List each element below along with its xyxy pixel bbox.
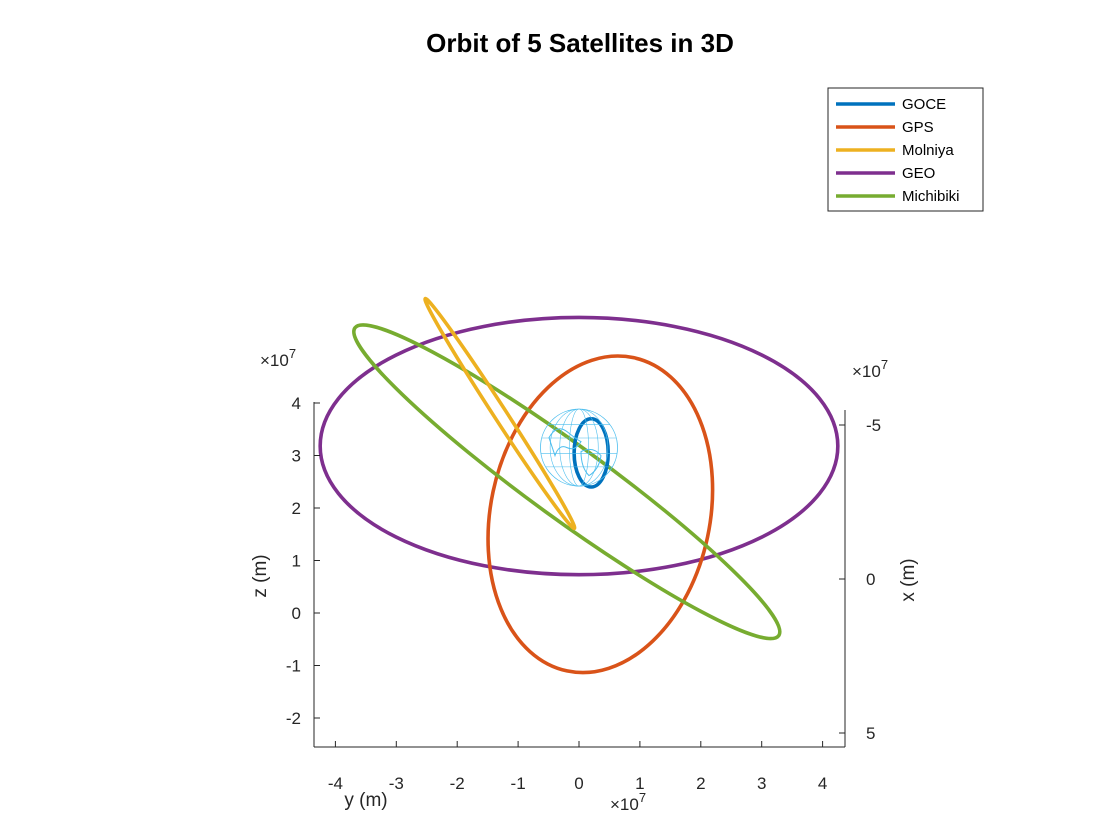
orbit-gps bbox=[486, 354, 715, 675]
x-tick-label: 0 bbox=[866, 570, 875, 589]
y-tick-label: -2 bbox=[450, 774, 465, 793]
z-tick-label: 3 bbox=[292, 447, 301, 466]
orbit-goce bbox=[572, 416, 611, 489]
y-tick-label: -1 bbox=[511, 774, 526, 793]
x-tick-label: -5 bbox=[866, 416, 881, 435]
legend-label-goce: GOCE bbox=[902, 96, 946, 113]
z-tick-label: -1 bbox=[286, 657, 301, 676]
y-tick-label: 2 bbox=[696, 774, 705, 793]
earth-continent bbox=[548, 428, 582, 458]
orbit-molniya bbox=[423, 296, 577, 531]
z-axis-label: z (m) bbox=[250, 554, 271, 597]
x-exponent-power: 7 bbox=[881, 357, 888, 372]
legend-label-gps: GPS bbox=[902, 119, 934, 136]
z-tick-label: 2 bbox=[292, 499, 301, 518]
z-tick-label: -2 bbox=[286, 709, 301, 728]
z-exponent-power: 7 bbox=[289, 346, 296, 361]
y-tick-label: 1 bbox=[635, 774, 644, 793]
legend-label-molniya: Molniya bbox=[902, 142, 954, 159]
z-tick-label: 1 bbox=[292, 552, 301, 571]
earth-globe bbox=[540, 408, 618, 487]
x-exponent-label: ×107 bbox=[852, 357, 888, 381]
orbits-layer bbox=[318, 296, 840, 675]
z-tick-label: 4 bbox=[292, 394, 301, 413]
y-exponent-label: ×107 bbox=[610, 790, 646, 814]
y-tick-label: 3 bbox=[757, 774, 766, 793]
z-ticks: -2 -1 0 1 2 3 4 bbox=[286, 394, 320, 728]
earth-meridian bbox=[549, 408, 609, 487]
x-ticks: -5 0 5 bbox=[839, 416, 881, 743]
chart-title: Orbit of 5 Satellites in 3D bbox=[426, 28, 734, 58]
y-exponent-power: 7 bbox=[639, 790, 646, 805]
z-exponent-label: ×107 bbox=[260, 346, 296, 370]
orbit-geo bbox=[318, 315, 840, 577]
y-tick-label: 4 bbox=[818, 774, 827, 793]
x-axis-label: x (m) bbox=[898, 558, 919, 601]
legend: GOCE GPS Molniya GEO Michibiki bbox=[827, 87, 984, 212]
y-ticks: -4 -3 -2 -1 0 1 2 3 4 bbox=[328, 741, 827, 793]
z-tick-label: 0 bbox=[292, 604, 301, 623]
y-tick-label: 0 bbox=[574, 774, 583, 793]
y-tick-label: -4 bbox=[328, 774, 343, 793]
y-tick-label: -3 bbox=[389, 774, 404, 793]
x-tick-label: 5 bbox=[866, 724, 875, 743]
earth-continent bbox=[580, 448, 602, 477]
y-axis-label: y (m) bbox=[344, 790, 387, 811]
legend-label-michibiki: Michibiki bbox=[902, 188, 960, 205]
legend-label-geo: GEO bbox=[902, 165, 935, 182]
